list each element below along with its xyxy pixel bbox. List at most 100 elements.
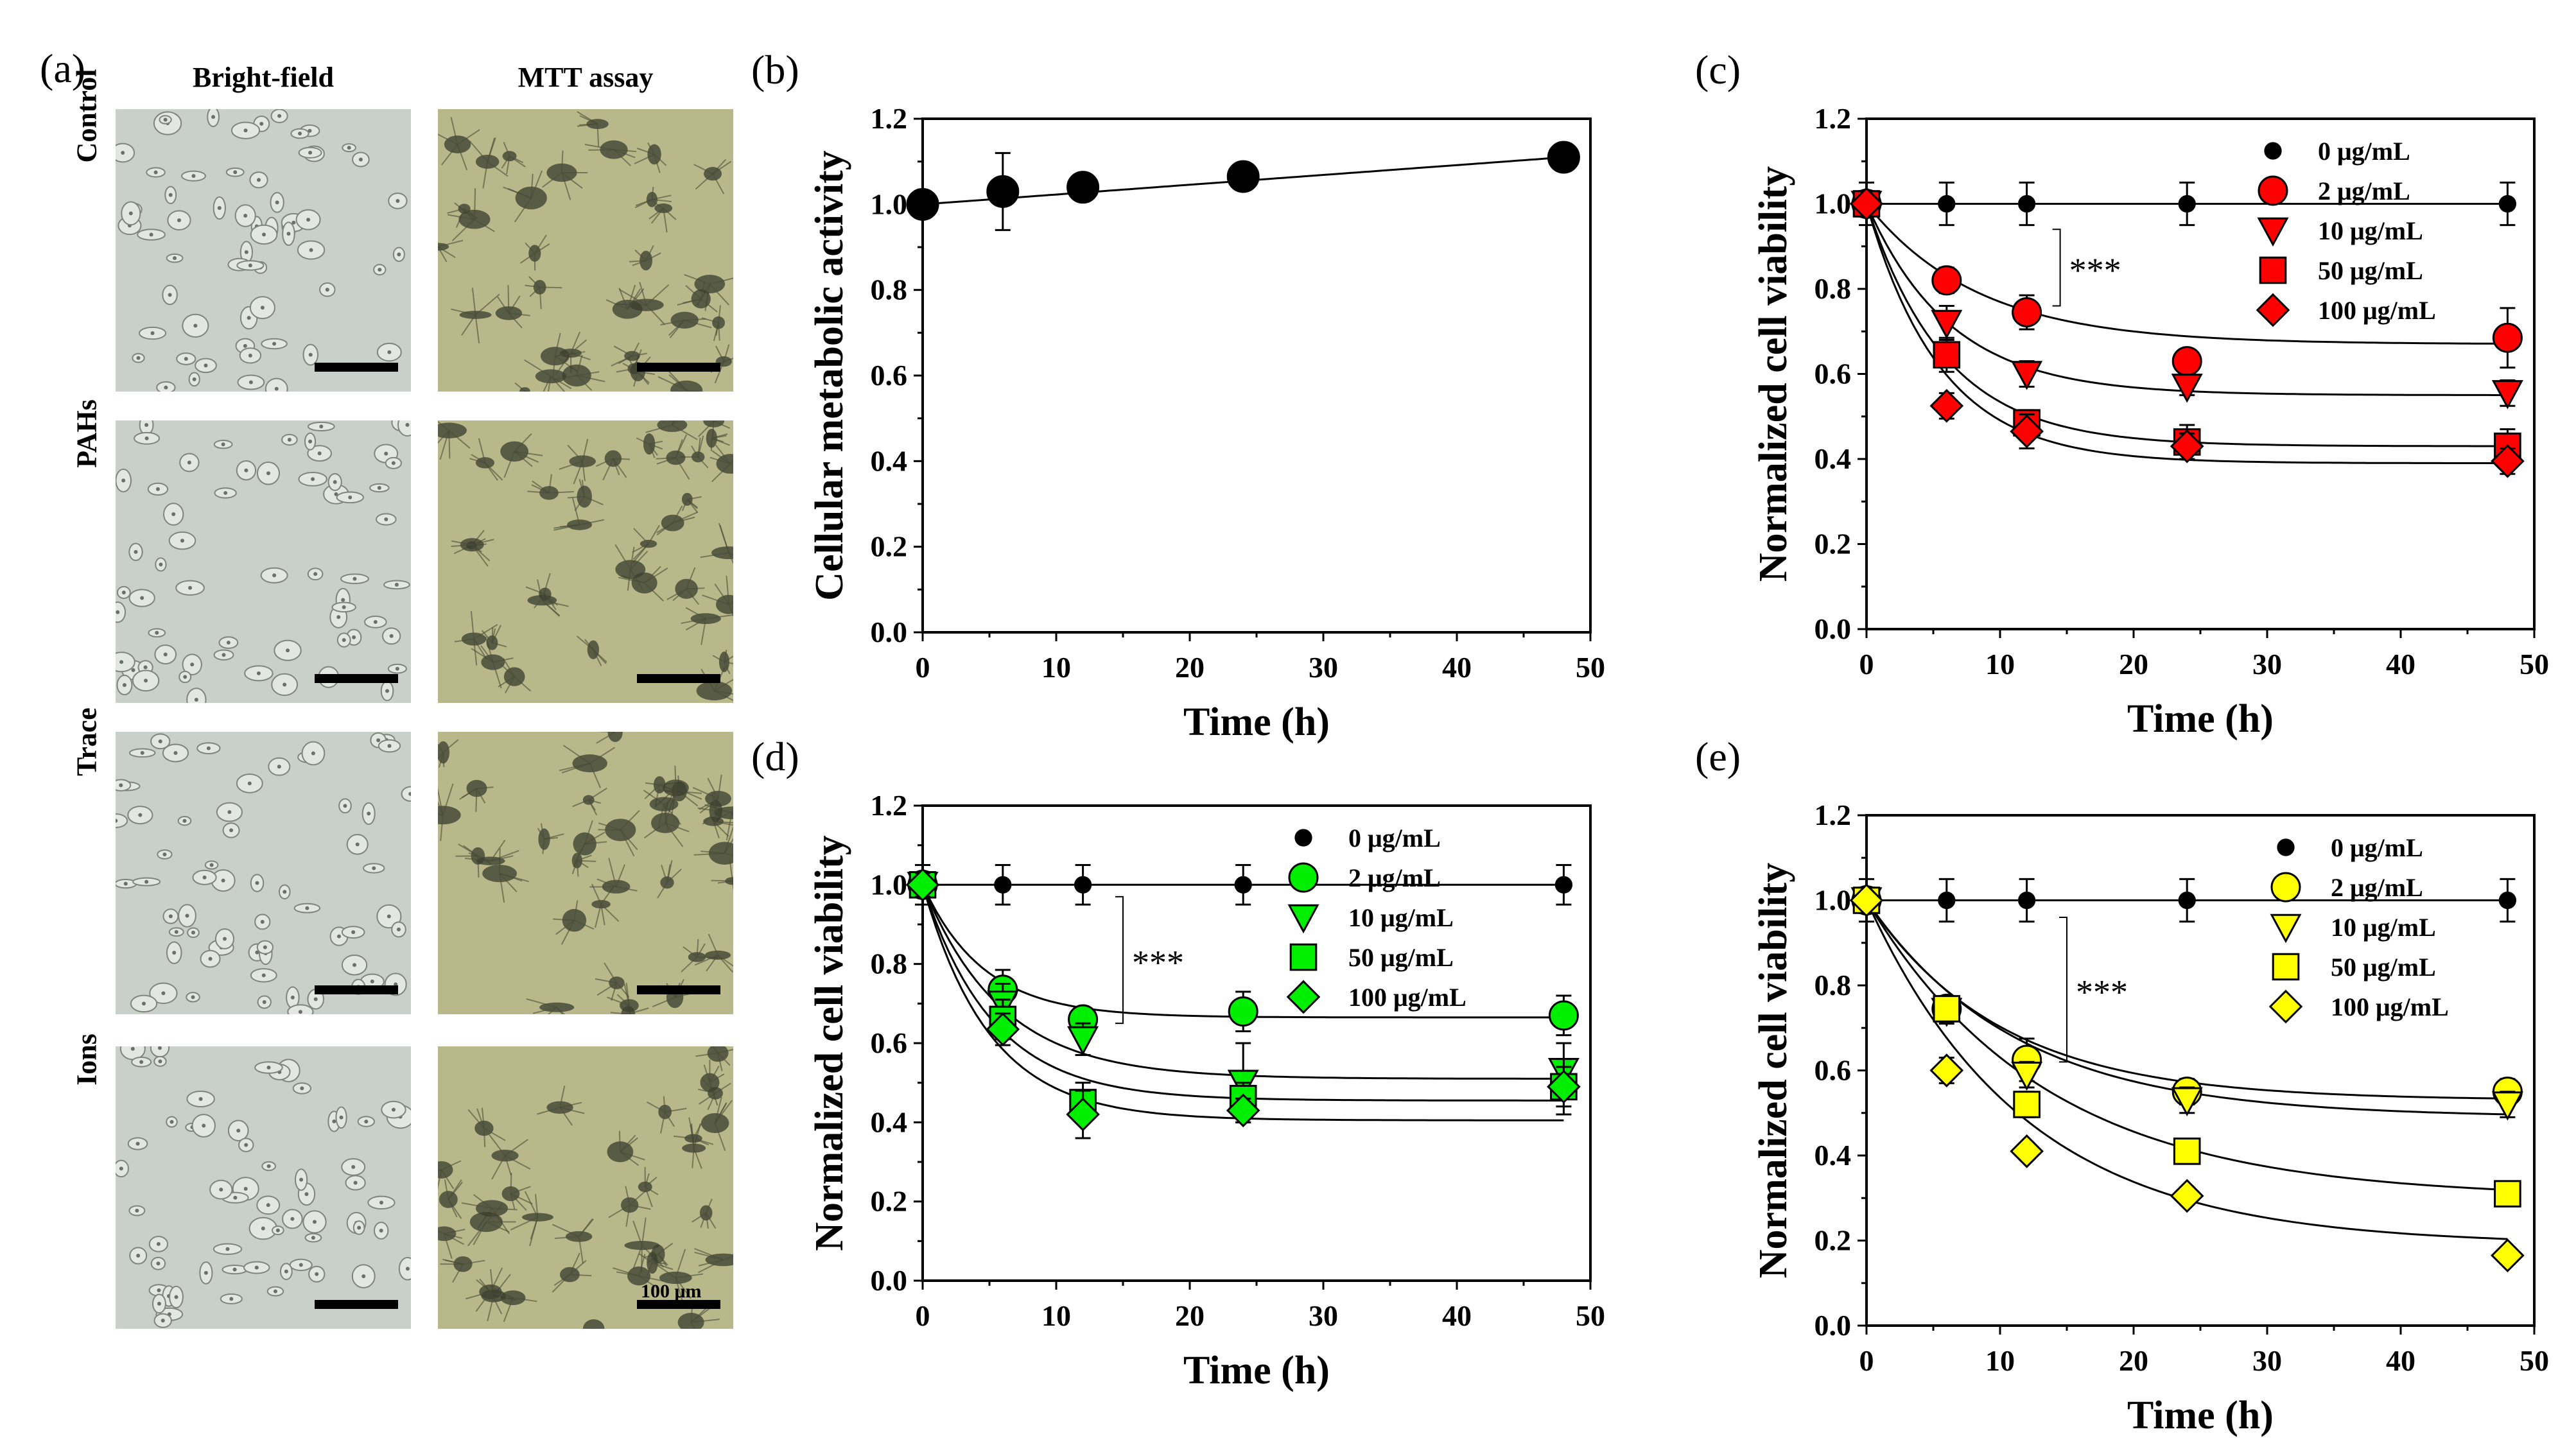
cell-nucleus [157,1301,161,1306]
formazan-crystal [439,430,450,460]
formazan-crystal [505,1155,531,1170]
formazan-crystal [451,544,473,548]
panel-letter-d: (d) [751,734,799,779]
data-point [986,175,1020,208]
cell-nucleus [198,1096,203,1101]
formazan-crystal [713,420,731,429]
formazan-crystal [675,457,690,480]
formazan-crystal [539,286,562,289]
cell-nucleus [387,744,392,749]
formazan-crystal [555,919,575,935]
cell-nucleus [308,439,313,444]
data-point [2491,1091,2523,1121]
formazan-crystal [570,331,581,354]
formazan-crystal [684,319,712,329]
plot-frame [921,117,1592,634]
formazan-crystal [438,752,444,759]
cell-nucleus [193,324,198,328]
formazan-crystal [659,1111,666,1134]
formazan-crystal [473,638,488,661]
data-point [2178,891,2196,910]
formazan-crystal [675,1249,686,1278]
formazan-crystal [724,838,733,854]
formazan-crystal [651,1246,656,1263]
chart-c-svg: (c) 0 10 20 30 40 50 0.0 0.2 0.4 0.6 0.8 1.0 1.2 Time … [1695,47,2549,741]
legend-label: 100 μg/mL [2318,296,2436,325]
formazan-crystal [620,829,638,851]
micrograph-texture [116,732,411,1014]
formazan-crystal [713,820,733,824]
cell-nucleus [248,380,253,385]
x-tick-label: 50 [2519,1344,2549,1377]
formazan-crystal [553,374,577,381]
cell-nucleus [121,150,125,155]
chart-b-svg: (b) 0 10 20 30 40 50 0.0 0.2 0.4 0.6 0.8 1.0 1.2 Time … [751,47,1605,744]
micrograph-texture [438,109,733,392]
formazan-crystal [563,745,591,764]
significance-annotation: *** [2069,251,2121,290]
formazan-crystal [487,161,509,177]
formazan-crystal [514,451,533,467]
formazan-crystal [717,1052,731,1066]
cell-nucleus [173,256,177,261]
formazan-crystal [588,787,607,801]
formazan-crystal [636,437,650,445]
legend-marker [2270,913,2302,944]
chart-panel-c: (c) 0 10 20 30 40 50 0.0 0.2 0.4 0.6 0.8 1.0 1.2 Time … [1682,39,2575,767]
formazan-crystal [613,149,637,153]
formazan-crystal [652,1262,674,1270]
formazan-crystal [530,170,543,198]
formazan-crystal [476,1279,491,1293]
formazan-crystal [540,823,545,840]
x-tick-label: 50 [1576,1299,1605,1332]
formazan-crystal [506,156,510,175]
formazan-crystal [530,173,534,198]
formazan-crystal [648,440,663,445]
cell-nucleus [190,662,195,667]
formazan-crystal [474,315,480,343]
formazan-crystal [693,852,725,856]
mtt-image-trace [438,732,733,1014]
formazan-crystal [663,804,682,825]
formazan-crystal [699,1093,716,1105]
cell-nucleus [358,157,363,162]
formazan-crystal [723,650,727,662]
formazan-crystal [473,1222,487,1245]
formazan-crystal [712,159,727,175]
formazan-crystal [700,1213,707,1228]
formazan-crystal [711,433,728,439]
formazan-crystal [668,370,687,391]
cell-nucleus [130,1046,135,1051]
formazan-crystal [481,1107,485,1129]
cell-nucleus [143,665,148,670]
data-point [1933,341,1961,368]
formazan-crystal [672,511,699,524]
formazan-crystal [561,763,591,774]
cell-nucleus [313,997,318,1001]
formazan-crystal [610,1012,629,1014]
cell-nucleus [333,480,337,484]
formazan-crystal [634,249,647,261]
formazan-crystal [438,1169,442,1172]
formazan-crystal [728,552,733,556]
cell-nucleus [226,641,231,645]
formazan-crystal [438,801,444,816]
formazan-crystal [728,552,733,564]
formazan-crystal [442,1258,464,1265]
formazan-crystal [529,1216,539,1247]
cell-nucleus [275,200,279,205]
formazan-crystal [683,946,698,958]
formazan-crystal [663,787,687,805]
cell-nucleus [290,1216,295,1221]
formazan-crystal [620,829,635,857]
formazan-crystal [577,860,589,869]
x-tick-label: 0 [1859,1344,1874,1377]
formazan-crystal [637,371,649,385]
formazan-crystal [573,461,584,485]
formazan-crystal [657,376,687,391]
formazan-crystal [620,1137,638,1153]
x-tick-label: 40 [2386,1344,2415,1377]
formazan-crystal [596,878,616,888]
formazan-crystal [507,285,510,313]
cell-nucleus [260,306,265,310]
